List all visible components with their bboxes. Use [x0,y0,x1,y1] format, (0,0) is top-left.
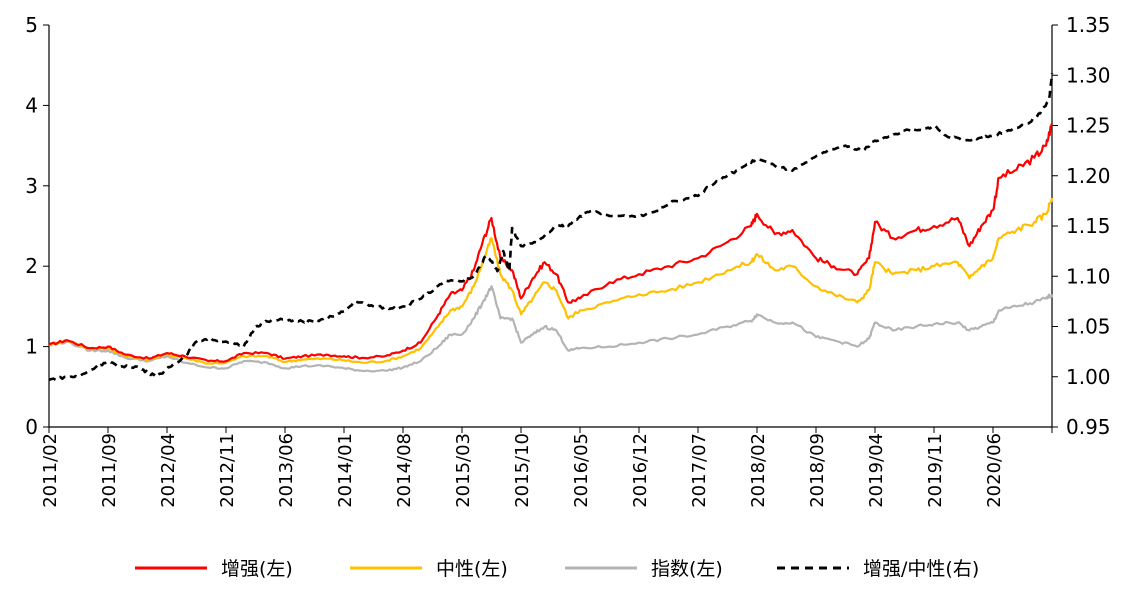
x-tick-label: 2016/12 [630,433,651,508]
series-line-2 [48,285,1054,373]
x-tick-label: 2019/11 [925,433,946,508]
x-tick-label: 2011/09 [99,433,120,508]
right-tick-label: 1.15 [1066,214,1111,238]
right-tick-label: 1.30 [1066,63,1111,87]
right-tick-label: 1.25 [1066,114,1111,138]
series-line-0 [48,122,1054,363]
x-tick-label: 2018/09 [807,433,828,508]
left-tick-label: 3 [25,174,38,198]
legend-label: 指数(左) [651,558,723,580]
x-tick-label: 2014/08 [394,433,415,508]
x-tick-label: 2013/06 [276,433,297,508]
legend-label: 增强/中性(右) [863,558,979,580]
right-tick-label: 1.10 [1066,264,1111,288]
x-tick-label: 2018/02 [748,433,769,508]
x-tick-label: 2015/10 [512,433,533,508]
series-line-1 [48,197,1054,365]
x-tick-label: 2016/05 [571,433,592,508]
x-axis-ticks: 2011/02 2011/09 2012/04 2012/11 2013/06 2014/… [40,427,1053,508]
x-tick-label: 2014/01 [335,433,356,508]
x-tick-label: 2020/06 [984,433,1005,508]
left-tick-label: 1 [25,335,38,359]
series-line-3 [48,73,1054,382]
right-tick-label: 0.95 [1066,415,1111,439]
left-tick-label: 0 [25,415,38,439]
right-tick-label: 1.00 [1066,365,1111,389]
right-tick-label: 1.20 [1066,164,1111,188]
right-tick-label: 1.05 [1066,315,1111,339]
x-tick-label: 2019/04 [866,433,887,508]
legend-label: 增强(左) [221,558,293,580]
right-axis-ticks: 0.95 1.00 1.05 1.10 1.15 1.20 1.25 1.30 1.35 [1052,13,1111,439]
x-tick-label: 2017/07 [689,433,710,508]
left-axis-ticks: 0 1 2 3 4 5 [25,13,49,439]
series-lines [48,73,1054,382]
legend-label: 中性(左) [436,558,508,580]
x-tick-label: 2012/11 [217,433,238,508]
right-tick-label: 1.35 [1066,13,1111,37]
x-tick-label: 2015/03 [453,433,474,508]
left-tick-label: 2 [25,254,38,278]
x-tick-label: 2011/02 [40,433,61,508]
legend: 增强(左) 中性(左) 指数(左) 增强/中性(右) [135,558,979,580]
left-tick-label: 5 [25,13,38,37]
x-tick-label: 2012/04 [158,433,179,508]
left-tick-label: 4 [25,93,38,117]
